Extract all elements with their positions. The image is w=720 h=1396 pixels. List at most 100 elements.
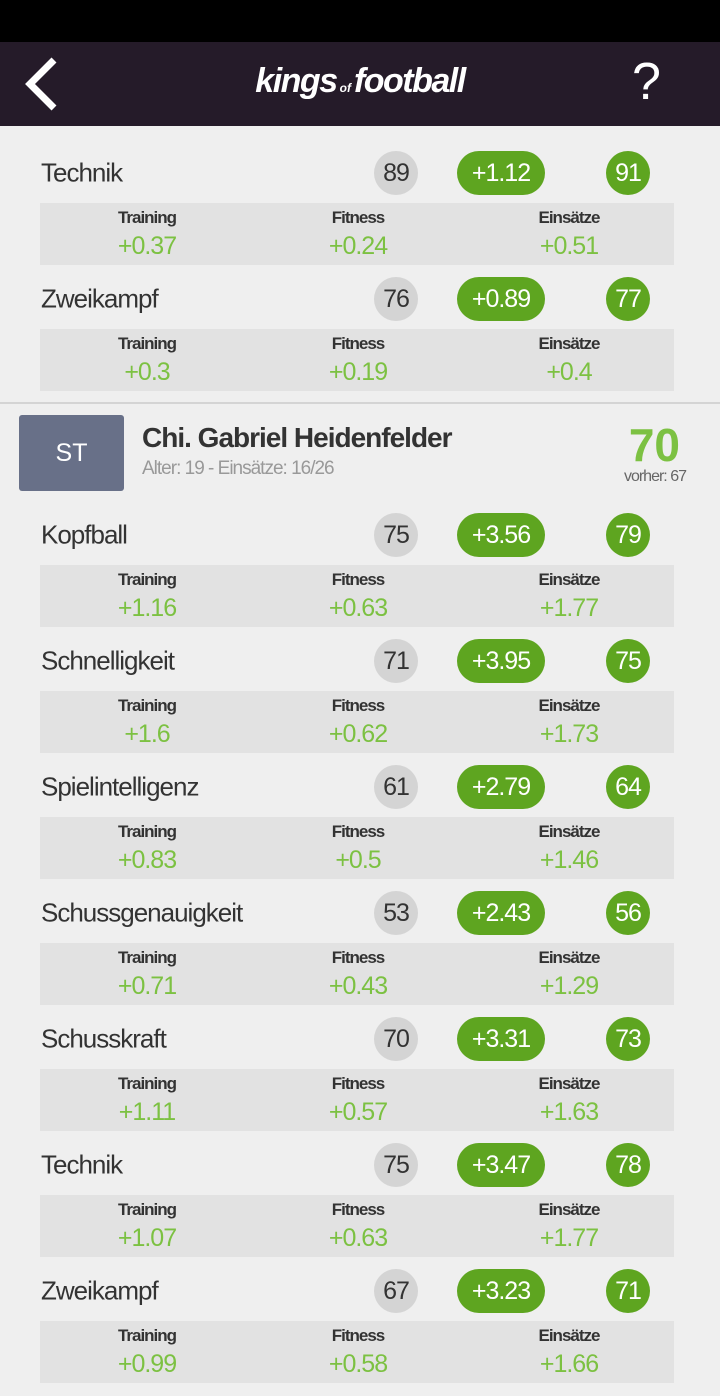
breakdown-box	[40, 565, 674, 627]
logo-word: kings	[255, 62, 338, 100]
breakdown-box	[40, 943, 674, 1005]
breakdown-label: Training	[117, 334, 177, 353]
breakdown-value: +0.62	[328, 720, 388, 748]
breakdown-value: +1.66	[539, 1350, 599, 1378]
logo-word: of	[339, 81, 351, 95]
breakdown-label: Training	[117, 570, 177, 589]
logo: kings offootball	[0, 62, 720, 101]
breakdown-label: Training	[117, 1074, 177, 1093]
new-value: 73	[606, 1017, 650, 1061]
breakdown-value: +0.83	[117, 846, 177, 874]
attribute-name: Technik	[41, 1149, 123, 1180]
breakdown-label: Fitness	[331, 208, 386, 227]
breakdown-value: +0.58	[328, 1350, 388, 1378]
breakdown-box	[40, 691, 674, 753]
breakdown-label: Einsätze	[538, 570, 601, 589]
old-value: 89	[374, 151, 418, 195]
breakdown-value: +1.16	[117, 594, 177, 622]
gain-value: +1.12	[457, 151, 545, 195]
breakdown-label: Einsätze	[538, 334, 601, 353]
gain-value: +3.56	[457, 513, 545, 557]
breakdown-value: +0.4	[546, 358, 592, 386]
breakdown-label: Fitness	[331, 696, 386, 715]
old-value: 53	[374, 891, 418, 935]
attribute-name: Zweikampf	[41, 283, 159, 314]
breakdown-label: Einsätze	[538, 1074, 601, 1093]
gain-value: +3.47	[457, 1143, 545, 1187]
breakdown-label: Training	[117, 696, 177, 715]
attribute-name: Spielintelligenz	[41, 771, 199, 802]
attribute-name: Kopfball	[41, 519, 128, 550]
old-value: 70	[374, 1017, 418, 1061]
breakdown-label: Training	[117, 208, 177, 227]
breakdown-box	[40, 817, 674, 879]
breakdown-box	[40, 1069, 674, 1131]
breakdown-value: +1.46	[539, 846, 599, 874]
gain-value: +3.31	[457, 1017, 545, 1061]
breakdown-label: Fitness	[331, 334, 386, 353]
status-bar	[0, 0, 720, 42]
logo-word: football	[353, 62, 466, 100]
breakdown-value: +1.77	[539, 1224, 599, 1252]
new-value: 77	[606, 277, 650, 321]
breakdown-label: Fitness	[331, 1200, 386, 1219]
breakdown-value: +0.71	[117, 972, 177, 1000]
attribute-name: Schnelligkeit	[41, 645, 175, 676]
breakdown-label: Training	[117, 1326, 177, 1345]
breakdown-box	[40, 1321, 674, 1383]
player-rating: 70	[628, 419, 680, 471]
new-value: 78	[606, 1143, 650, 1187]
new-value: 71	[606, 1269, 650, 1313]
breakdown-value: +0.5	[335, 846, 381, 874]
breakdown-value: +1.6	[124, 720, 170, 748]
breakdown-box	[40, 329, 674, 391]
breakdown-box	[40, 1195, 674, 1257]
breakdown-label: Einsätze	[538, 208, 601, 227]
breakdown-value: +1.77	[539, 594, 599, 622]
new-value: 56	[606, 891, 650, 935]
breakdown-label: Einsätze	[538, 948, 601, 967]
old-value: 61	[374, 765, 418, 809]
breakdown-value: +1.29	[539, 972, 599, 1000]
old-value: 75	[374, 513, 418, 557]
breakdown-label: Fitness	[331, 1326, 386, 1345]
top-bar	[0, 42, 720, 126]
breakdown-label: Einsätze	[538, 822, 601, 841]
breakdown-value: +0.63	[328, 594, 388, 622]
breakdown-value: +0.43	[328, 972, 388, 1000]
gain-value: +3.23	[457, 1269, 545, 1313]
breakdown-label: Fitness	[331, 822, 386, 841]
old-value: 67	[374, 1269, 418, 1313]
player-name: Chi. Gabriel Heidenfelder	[142, 422, 453, 453]
attribute-name: Schusskraft	[41, 1023, 167, 1054]
breakdown-value: +1.07	[117, 1224, 177, 1252]
breakdown-value: +0.3	[124, 358, 170, 386]
breakdown-label: Training	[117, 1200, 177, 1219]
old-value: 76	[374, 277, 418, 321]
breakdown-value: +1.73	[539, 720, 599, 748]
breakdown-value: +0.51	[539, 232, 599, 260]
new-value: 64	[606, 765, 650, 809]
help-button[interactable]: ?	[632, 53, 661, 111]
gain-value: +2.79	[457, 765, 545, 809]
new-value: 75	[606, 639, 650, 683]
breakdown-label: Training	[117, 948, 177, 967]
position-badge: ST	[19, 415, 124, 491]
new-value: 79	[606, 513, 650, 557]
breakdown-label: Fitness	[331, 1074, 386, 1093]
breakdown-box	[40, 203, 674, 265]
section-separator	[0, 402, 720, 404]
breakdown-value: +1.63	[539, 1098, 599, 1126]
breakdown-value: +1.11	[118, 1098, 176, 1126]
breakdown-label: Einsätze	[538, 1200, 601, 1219]
breakdown-label: Training	[117, 822, 177, 841]
attribute-name: Zweikampf	[41, 1275, 159, 1306]
back-button[interactable]	[22, 56, 62, 112]
breakdown-label: Fitness	[331, 948, 386, 967]
gain-value: +2.43	[457, 891, 545, 935]
breakdown-value: +0.19	[328, 358, 388, 386]
breakdown-label: Einsätze	[538, 696, 601, 715]
breakdown-value: +0.63	[328, 1224, 388, 1252]
gain-value: +3.95	[457, 639, 545, 683]
